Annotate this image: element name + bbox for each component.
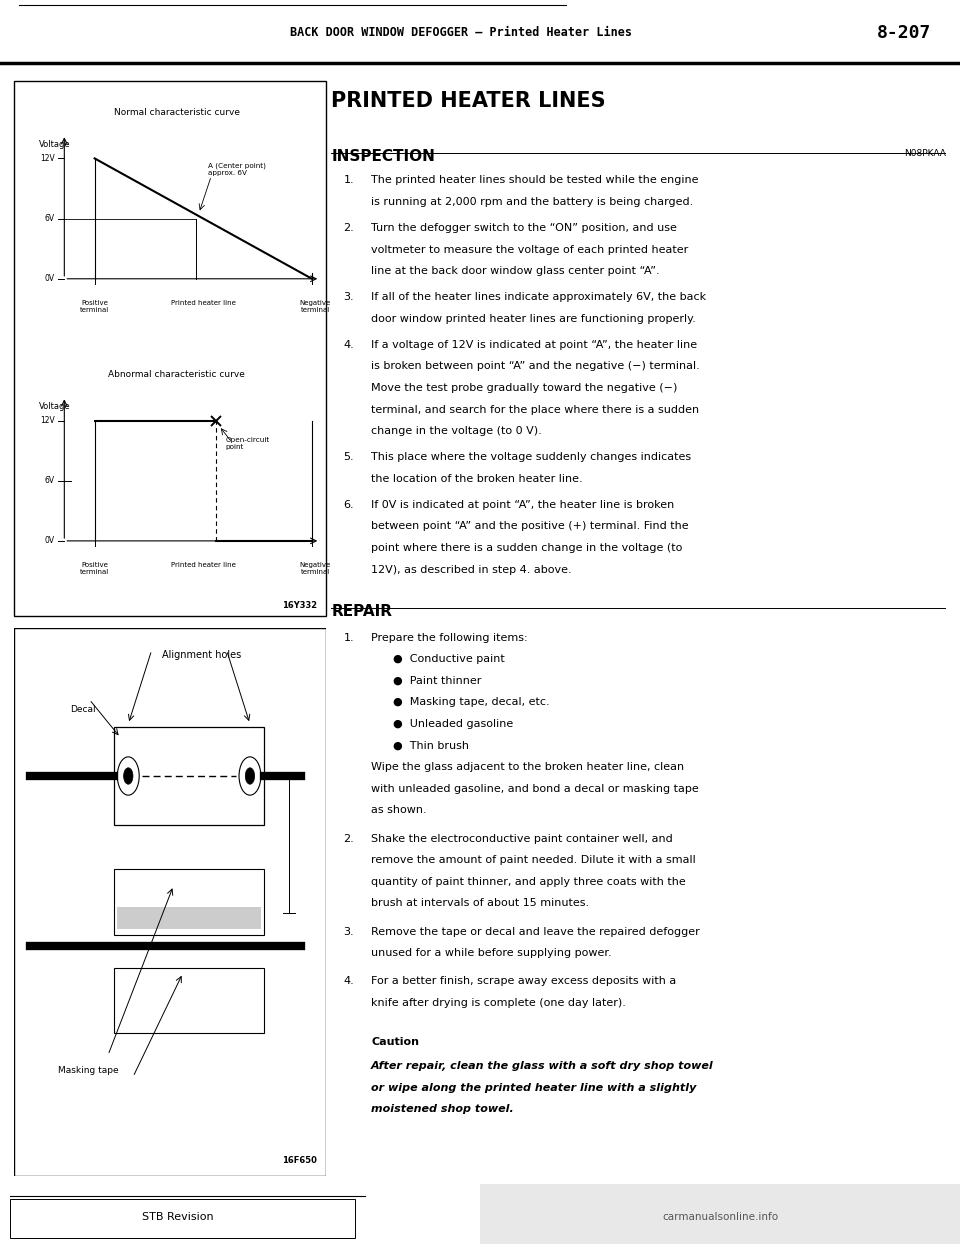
Text: Negative
terminal: Negative terminal xyxy=(300,562,331,575)
Text: 2.: 2. xyxy=(344,223,354,233)
Text: If a voltage of 12V is indicated at point “A”, the heater line: If a voltage of 12V is indicated at poin… xyxy=(372,340,697,350)
Text: Open-circuit
point: Open-circuit point xyxy=(226,437,270,449)
Circle shape xyxy=(246,768,254,784)
Text: After repair, clean the glass with a soft dry shop towel: After repair, clean the glass with a sof… xyxy=(372,1061,714,1071)
Text: door window printed heater lines are functioning properly.: door window printed heater lines are fun… xyxy=(372,313,696,323)
Text: point where there is a sudden change in the voltage (to: point where there is a sudden change in … xyxy=(372,542,683,554)
Text: This place where the voltage suddenly changes indicates: This place where the voltage suddenly ch… xyxy=(372,452,691,463)
Text: BACK DOOR WINDOW DEFOGGER – Printed Heater Lines: BACK DOOR WINDOW DEFOGGER – Printed Heat… xyxy=(290,26,632,40)
Text: 0V: 0V xyxy=(45,536,55,545)
Text: ●  Conductive paint: ● Conductive paint xyxy=(393,654,504,664)
Text: STB Revision: STB Revision xyxy=(142,1212,213,1222)
Text: The printed heater lines should be tested while the engine: The printed heater lines should be teste… xyxy=(372,175,699,185)
Text: Abnormal characteristic curve: Abnormal characteristic curve xyxy=(108,369,245,378)
Text: terminal, and search for the place where there is a sudden: terminal, and search for the place where… xyxy=(372,404,699,414)
Bar xyxy=(10,1199,355,1238)
Text: 4.: 4. xyxy=(344,977,354,986)
Text: knife after drying is complete (one day later).: knife after drying is complete (one day … xyxy=(372,998,626,1008)
Text: is broken between point “A” and the negative (−) terminal.: is broken between point “A” and the nega… xyxy=(372,362,700,372)
Text: 2.: 2. xyxy=(344,833,354,843)
Text: ●  Unleaded gasoline: ● Unleaded gasoline xyxy=(393,719,513,729)
Text: 16F650: 16F650 xyxy=(282,1156,317,1164)
Text: is running at 2,000 rpm and the battery is being charged.: is running at 2,000 rpm and the battery … xyxy=(372,197,693,207)
Text: 6V: 6V xyxy=(45,214,55,223)
Text: Alignment holes: Alignment holes xyxy=(162,651,241,661)
Text: N08PKAA: N08PKAA xyxy=(903,149,946,158)
Text: Decal: Decal xyxy=(71,705,96,714)
Text: 8-207: 8-207 xyxy=(876,24,931,42)
Text: INSPECTION: INSPECTION xyxy=(331,149,435,164)
Text: Voltage: Voltage xyxy=(39,139,71,149)
Text: quantity of paint thinner, and apply three coats with the: quantity of paint thinner, and apply thr… xyxy=(372,877,685,887)
Text: change in the voltage (to 0 V).: change in the voltage (to 0 V). xyxy=(372,427,541,437)
Text: For a better finish, scrape away excess deposits with a: For a better finish, scrape away excess … xyxy=(372,977,677,986)
Text: 12V: 12V xyxy=(40,154,55,163)
Text: with unleaded gasoline, and bond a decal or masking tape: with unleaded gasoline, and bond a decal… xyxy=(372,784,699,794)
Text: 3.: 3. xyxy=(344,927,354,937)
Bar xyxy=(117,907,261,929)
Text: Positive
terminal: Positive terminal xyxy=(80,562,109,575)
Text: 16Y332: 16Y332 xyxy=(282,601,317,611)
Text: unused for a while before supplying power.: unused for a while before supplying powe… xyxy=(372,948,612,958)
Text: Move the test probe gradually toward the negative (−): Move the test probe gradually toward the… xyxy=(372,383,678,393)
Text: 6.: 6. xyxy=(344,500,354,510)
Text: 4.: 4. xyxy=(344,340,354,350)
Text: Printed heater line: Printed heater line xyxy=(171,562,236,569)
Text: Caution: Caution xyxy=(372,1037,420,1047)
Text: If 0V is indicated at point “A”, the heater line is broken: If 0V is indicated at point “A”, the hea… xyxy=(372,500,674,510)
Text: Shake the electroconductive paint container well, and: Shake the electroconductive paint contai… xyxy=(372,833,673,843)
Text: Wipe the glass adjacent to the broken heater line, clean: Wipe the glass adjacent to the broken he… xyxy=(372,763,684,773)
Text: moistened shop towel.: moistened shop towel. xyxy=(372,1105,514,1115)
Text: ●  Paint thinner: ● Paint thinner xyxy=(393,675,481,685)
Text: remove the amount of paint needed. Dilute it with a small: remove the amount of paint needed. Dilut… xyxy=(372,855,696,865)
Text: 12V), as described in step 4. above.: 12V), as described in step 4. above. xyxy=(372,565,572,575)
Text: carmanualsonline.info: carmanualsonline.info xyxy=(662,1212,778,1222)
Bar xyxy=(114,726,264,825)
Text: Turn the defogger switch to the “ON” position, and use: Turn the defogger switch to the “ON” pos… xyxy=(372,223,677,233)
Bar xyxy=(480,1184,960,1244)
Text: Prepare the following items:: Prepare the following items: xyxy=(372,633,528,643)
Text: brush at intervals of about 15 minutes.: brush at intervals of about 15 minutes. xyxy=(372,898,589,908)
Text: REPAIR: REPAIR xyxy=(331,603,393,618)
Text: 0V: 0V xyxy=(45,274,55,284)
Text: PRINTED HEATER LINES: PRINTED HEATER LINES xyxy=(331,91,606,111)
Text: 5.: 5. xyxy=(344,452,354,463)
Text: 1.: 1. xyxy=(344,633,354,643)
Text: Positive
terminal: Positive terminal xyxy=(80,300,109,313)
Text: the location of the broken heater line.: the location of the broken heater line. xyxy=(372,474,583,484)
Text: ●  Masking tape, decal, etc.: ● Masking tape, decal, etc. xyxy=(393,698,549,708)
Text: as shown.: as shown. xyxy=(372,805,427,815)
Text: Voltage: Voltage xyxy=(39,402,71,411)
Text: 3.: 3. xyxy=(344,292,354,302)
Text: If all of the heater lines indicate approximately 6V, the back: If all of the heater lines indicate appr… xyxy=(372,292,707,302)
Text: A (Center point)
approx. 6V: A (Center point) approx. 6V xyxy=(208,162,266,175)
Circle shape xyxy=(124,768,133,784)
Text: between point “A” and the positive (+) terminal. Find the: between point “A” and the positive (+) t… xyxy=(372,521,688,531)
Text: 1.: 1. xyxy=(344,175,354,185)
Text: ●  Thin brush: ● Thin brush xyxy=(393,740,468,750)
Text: Remove the tape or decal and leave the repaired defogger: Remove the tape or decal and leave the r… xyxy=(372,927,700,937)
Text: 6V: 6V xyxy=(45,476,55,485)
Text: Masking tape: Masking tape xyxy=(59,1066,119,1075)
Text: voltmeter to measure the voltage of each printed heater: voltmeter to measure the voltage of each… xyxy=(372,245,688,255)
Text: Printed heater line: Printed heater line xyxy=(171,300,236,306)
Text: or wipe along the printed heater line with a slightly: or wipe along the printed heater line wi… xyxy=(372,1082,697,1092)
Text: Negative
terminal: Negative terminal xyxy=(300,300,331,313)
Text: line at the back door window glass center point “A”.: line at the back door window glass cente… xyxy=(372,266,660,276)
Text: 12V: 12V xyxy=(40,415,55,425)
Text: Normal characteristic curve: Normal characteristic curve xyxy=(113,108,240,117)
